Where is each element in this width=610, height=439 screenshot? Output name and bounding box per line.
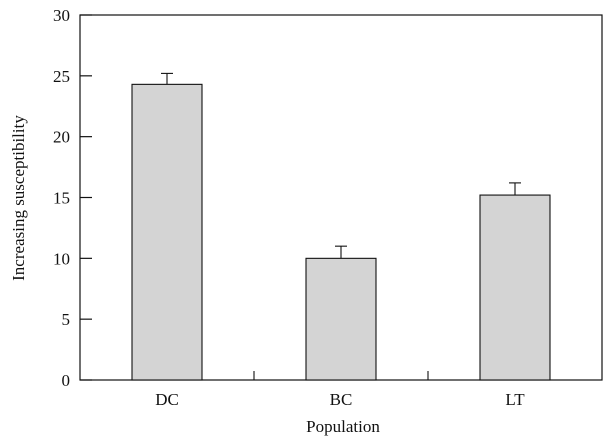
y-tick-label: 15 — [53, 189, 70, 208]
x-tick-label-lt: LT — [505, 390, 525, 409]
y-axis-ticks: 0 5 10 15 20 25 30 — [53, 6, 92, 390]
y-tick-label: 5 — [62, 310, 71, 329]
y-axis-title: Increasing susceptibility — [9, 115, 28, 281]
bar-bc — [305, 257, 377, 381]
bar-series — [131, 83, 551, 381]
x-axis-title: Population — [306, 417, 380, 436]
bar-lt — [479, 194, 551, 381]
x-tick-label-dc: DC — [155, 390, 179, 409]
y-tick-label: 20 — [53, 128, 70, 147]
x-axis-ticks: DC BC LT — [155, 371, 525, 409]
y-tick-label: 30 — [53, 6, 70, 25]
y-tick-label: 10 — [53, 249, 70, 268]
x-tick-label-bc: BC — [330, 390, 353, 409]
bar-dc — [131, 83, 203, 381]
error-bars — [161, 72, 521, 259]
y-tick-label: 25 — [53, 67, 70, 86]
y-tick-label: 0 — [62, 371, 71, 390]
